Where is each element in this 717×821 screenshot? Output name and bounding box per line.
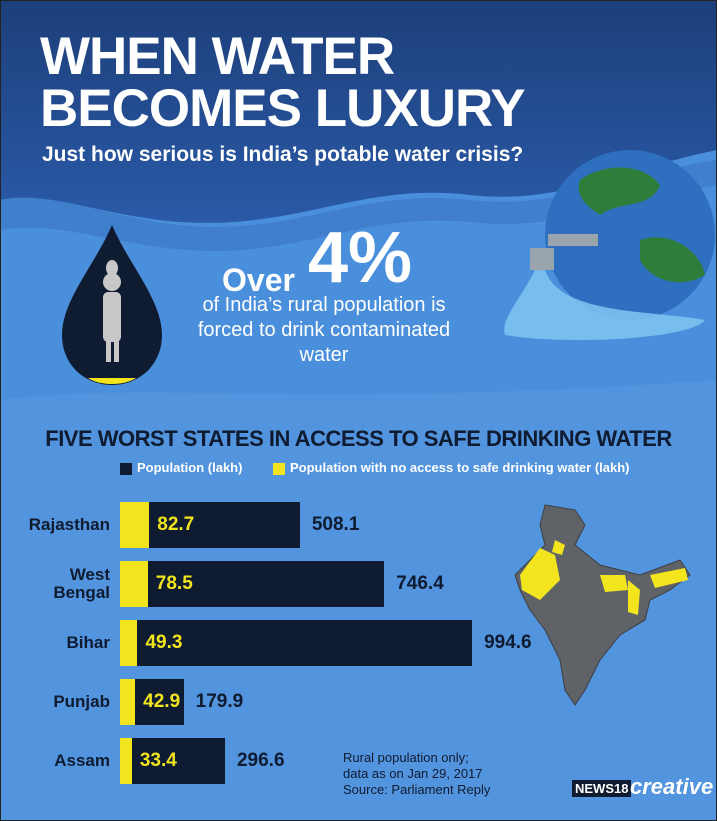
bar xyxy=(120,502,150,548)
title-line: BECOMES LUXURY xyxy=(40,79,526,138)
bar xyxy=(120,502,300,548)
value-label: 508.1 xyxy=(311,514,360,535)
legend-swatch xyxy=(273,463,285,475)
callout-text: of India’s rural population is forced to… xyxy=(197,294,451,366)
note: Source: Parliament Reply xyxy=(343,782,491,797)
value-label: 42.9 xyxy=(143,691,181,712)
callout-figure: 4% xyxy=(308,218,413,298)
category-label: Punjab xyxy=(53,692,110,712)
legend-label: Population (lakh) xyxy=(137,460,243,475)
bar xyxy=(120,738,132,784)
bar xyxy=(120,561,385,607)
callout-prefix: Over xyxy=(222,262,295,298)
category-label: Rajasthan xyxy=(28,515,110,535)
subtitle: Just how serious is India’s potable wate… xyxy=(42,143,524,166)
brand-tag: creative xyxy=(630,774,714,799)
value-label: 49.3 xyxy=(145,632,183,653)
value-label: 33.4 xyxy=(139,750,177,771)
value-label: 82.7 xyxy=(157,514,195,535)
category-label: Bihar xyxy=(66,633,110,653)
value-label: 179.9 xyxy=(195,691,244,712)
chart-title: FIVE WORST STATES IN ACCESS TO SAFE DRIN… xyxy=(45,426,672,451)
legend-swatch xyxy=(120,463,132,475)
legend-label: Population with no access to safe drinki… xyxy=(290,460,630,475)
bar xyxy=(120,561,148,607)
brand-name: NEWS18 xyxy=(572,780,632,797)
bar xyxy=(120,679,136,725)
value-label: 746.4 xyxy=(396,573,444,594)
category-label: Assam xyxy=(54,751,110,771)
note: Rural population only; xyxy=(343,750,469,765)
bar xyxy=(120,620,473,666)
bar xyxy=(120,620,138,666)
bar xyxy=(120,738,225,784)
value-label: 78.5 xyxy=(155,573,193,594)
category-label: West Bengal xyxy=(53,565,110,602)
value-label: 296.6 xyxy=(236,750,285,771)
value-label: 994.6 xyxy=(484,632,532,653)
note: data as on Jan 29, 2017 xyxy=(343,766,483,781)
title-line: WHEN WATER xyxy=(40,27,395,86)
